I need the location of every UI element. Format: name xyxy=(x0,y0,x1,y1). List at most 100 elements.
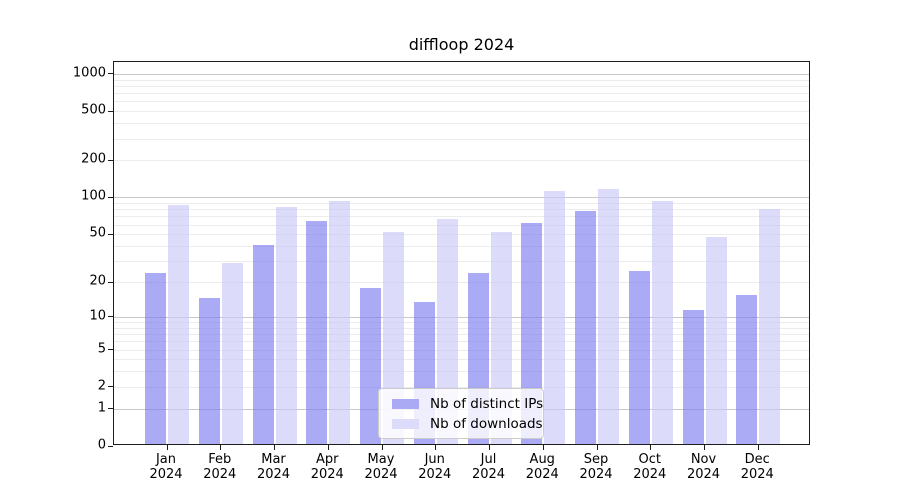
gridline-minor xyxy=(114,79,809,81)
y-tick-mark xyxy=(108,281,113,283)
x-tick-year: 2024 xyxy=(149,467,183,482)
y-tick-mark xyxy=(108,349,113,350)
x-tick-mark xyxy=(489,445,490,450)
x-tick-label: Jun 2024 xyxy=(407,452,463,482)
x-tick-mark xyxy=(704,445,705,450)
bar-distinct-ips-apr xyxy=(306,220,328,444)
x-tick-mark xyxy=(435,445,437,450)
legend-label-downloads: Nb of downloads xyxy=(430,415,543,432)
y-tick-label: 1000 xyxy=(72,65,106,81)
x-tick-month: Aug xyxy=(529,452,555,467)
legend-label-distinct-ips: Nb of distinct IPs xyxy=(430,395,544,412)
x-tick-month: Oct xyxy=(638,452,661,467)
x-tick-month: Apr xyxy=(316,452,339,467)
bar-distinct-ips-mar xyxy=(252,245,274,444)
gridline-minor xyxy=(114,93,809,95)
y-tick-label: 500 xyxy=(81,102,106,118)
bar-downloads-jun xyxy=(436,219,458,444)
gridline-minor xyxy=(114,85,809,87)
x-tick-year: 2024 xyxy=(310,467,344,482)
gridline-minor xyxy=(114,203,809,205)
y-tick-mark xyxy=(108,408,113,410)
bar-downloads-nov xyxy=(705,236,727,444)
gridline-minor xyxy=(114,123,809,125)
bar-distinct-ips-nov xyxy=(682,310,704,444)
y-tick-mark xyxy=(108,159,113,161)
legend-swatch-downloads xyxy=(392,418,419,429)
gridline-minor xyxy=(114,334,809,336)
x-tick-label: Dec 2024 xyxy=(729,452,785,482)
x-tick-label: Nov 2024 xyxy=(676,452,732,482)
y-tick-label: 20 xyxy=(89,273,106,289)
gridline-minor xyxy=(114,327,809,329)
x-tick-year: 2024 xyxy=(633,467,667,482)
bar-distinct-ips-jan xyxy=(145,272,166,444)
gridline-minor xyxy=(114,371,809,373)
x-tick-label: Apr 2024 xyxy=(299,452,355,482)
y-tick-label: 5 xyxy=(97,341,106,356)
gridline-minor xyxy=(114,209,809,211)
y-tick-label: 200 xyxy=(81,151,106,167)
x-tick-month: Nov xyxy=(690,452,717,467)
gridline-minor xyxy=(114,386,809,388)
y-tick-label: 2 xyxy=(97,378,106,394)
legend-swatch-distinct-ips xyxy=(392,398,419,409)
x-tick-month: Feb xyxy=(208,452,232,467)
x-tick-year: 2024 xyxy=(364,467,398,482)
x-tick-month: Mar xyxy=(261,452,286,467)
y-tick-mark xyxy=(108,445,113,447)
bar-downloads-jan xyxy=(168,204,189,444)
y-tick-label: 100 xyxy=(81,188,106,204)
gridline-minor xyxy=(114,160,809,162)
x-tick-label: May 2024 xyxy=(353,452,409,482)
bar-downloads-dec xyxy=(759,208,781,444)
x-tick-mark xyxy=(596,445,598,450)
bar-distinct-ips-dec xyxy=(736,294,758,444)
bar-downloads-oct xyxy=(651,201,673,444)
x-tick-year: 2024 xyxy=(256,467,291,482)
x-tick-label: Feb 2024 xyxy=(192,452,248,482)
gridline-major xyxy=(114,316,809,318)
y-tick-mark xyxy=(108,110,113,112)
y-tick-label: 10 xyxy=(89,308,106,324)
x-tick-label: Mar 2024 xyxy=(246,452,302,482)
bar-distinct-ips-oct xyxy=(628,270,650,444)
x-tick-month: May xyxy=(367,452,395,467)
x-tick-mark xyxy=(757,445,759,450)
x-tick-label: Jan 2024 xyxy=(138,452,194,482)
bar-distinct-ips-sep xyxy=(575,210,596,444)
legend: Nb of distinct IPs Nb of downloads xyxy=(378,388,544,439)
bar-downloads-feb xyxy=(221,262,243,444)
bar-distinct-ips-may xyxy=(360,288,381,444)
gridline-minor xyxy=(114,341,809,343)
gridline-minor xyxy=(114,359,809,361)
bar-downloads-apr xyxy=(329,201,351,444)
y-tick-mark xyxy=(108,196,113,198)
bar-downloads-mar xyxy=(275,207,297,444)
gridline-minor xyxy=(114,224,809,226)
x-tick-mark xyxy=(542,445,544,450)
bar-distinct-ips-feb xyxy=(198,298,220,444)
y-tick-mark xyxy=(108,73,113,75)
y-tick-label: 50 xyxy=(89,225,106,241)
x-tick-label: Jul 2024 xyxy=(461,452,517,482)
gridline-minor xyxy=(114,282,809,284)
x-tick-year: 2024 xyxy=(203,467,237,482)
x-tick-month: Jan xyxy=(155,452,177,467)
x-tick-mark xyxy=(274,445,275,450)
y-tick-label: 1 xyxy=(97,400,106,416)
gridline-minor xyxy=(114,216,809,218)
x-tick-year: 2024 xyxy=(418,467,452,482)
x-tick-year: 2024 xyxy=(579,467,613,482)
gridline-minor xyxy=(114,246,809,247)
x-tick-label: Aug 2024 xyxy=(514,452,570,482)
x-tick-year: 2024 xyxy=(471,467,506,482)
x-tick-label: Oct 2024 xyxy=(622,452,678,482)
x-tick-month: Jul xyxy=(480,452,497,467)
x-tick-mark xyxy=(220,445,222,450)
gridline-major xyxy=(114,73,809,75)
gridline-minor xyxy=(114,111,809,113)
x-tick-year: 2024 xyxy=(686,467,721,482)
gridline-minor xyxy=(114,234,809,236)
